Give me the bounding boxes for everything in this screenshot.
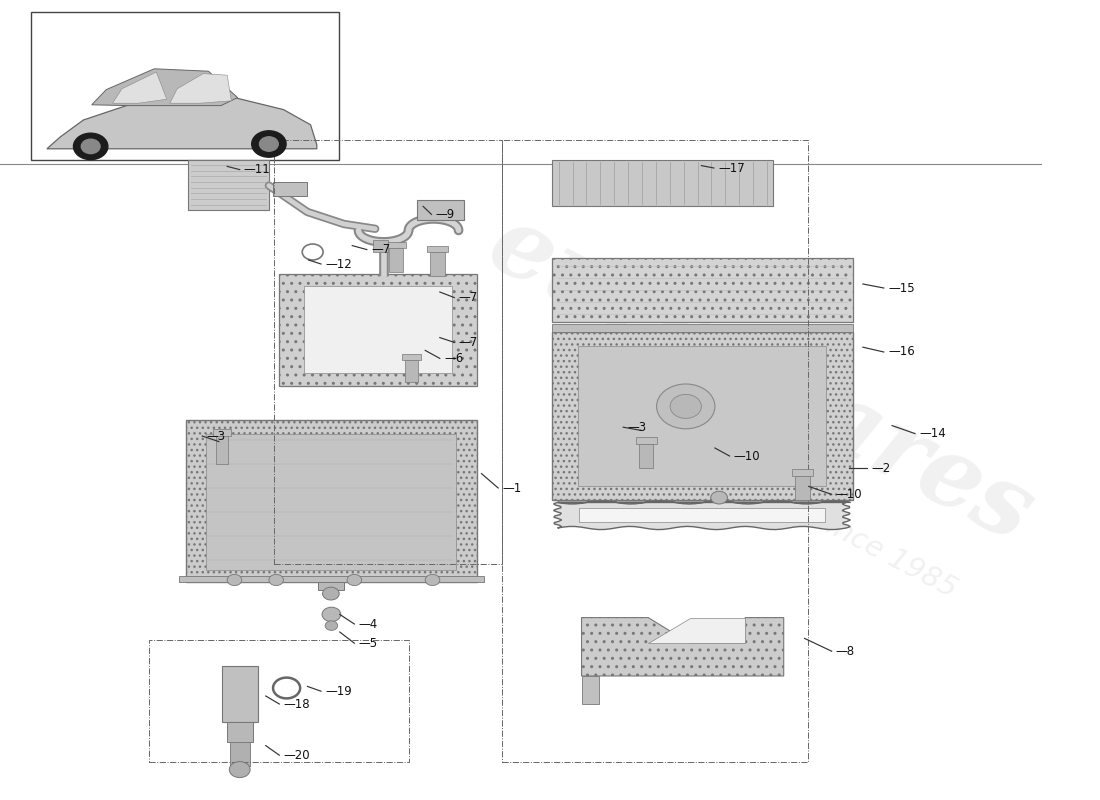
Text: —14: —14 bbox=[920, 427, 946, 440]
Polygon shape bbox=[179, 576, 484, 582]
Polygon shape bbox=[582, 676, 600, 704]
Polygon shape bbox=[639, 444, 653, 468]
Circle shape bbox=[74, 134, 108, 160]
Polygon shape bbox=[91, 69, 238, 106]
Circle shape bbox=[326, 621, 338, 630]
Text: —20: —20 bbox=[284, 749, 310, 762]
Polygon shape bbox=[216, 436, 228, 464]
Text: —16: —16 bbox=[888, 346, 915, 358]
Polygon shape bbox=[580, 508, 825, 522]
Text: —3: —3 bbox=[207, 430, 226, 442]
Polygon shape bbox=[430, 252, 446, 276]
Text: eurospares: eurospares bbox=[473, 197, 1048, 563]
Text: —5: —5 bbox=[359, 637, 377, 650]
Polygon shape bbox=[552, 324, 852, 332]
Bar bbox=[148, 640, 408, 762]
Polygon shape bbox=[188, 160, 268, 210]
Text: —18: —18 bbox=[284, 698, 310, 710]
Polygon shape bbox=[169, 74, 231, 103]
Text: —10: —10 bbox=[734, 450, 760, 462]
Circle shape bbox=[670, 394, 702, 418]
Text: —1: —1 bbox=[503, 482, 521, 494]
Polygon shape bbox=[636, 437, 657, 444]
Polygon shape bbox=[792, 469, 813, 476]
Text: —12: —12 bbox=[326, 258, 352, 270]
Polygon shape bbox=[582, 618, 783, 676]
Polygon shape bbox=[552, 332, 852, 500]
Circle shape bbox=[260, 137, 278, 151]
Bar bbox=[503, 140, 807, 762]
Bar bbox=[274, 140, 503, 564]
Text: —3: —3 bbox=[627, 421, 647, 434]
Text: —2: —2 bbox=[871, 462, 891, 474]
Polygon shape bbox=[207, 434, 456, 570]
Polygon shape bbox=[417, 200, 464, 220]
Bar bbox=[31, 12, 339, 160]
Circle shape bbox=[346, 574, 362, 586]
Circle shape bbox=[322, 587, 339, 600]
Text: a passion for parts since 1985: a passion for parts since 1985 bbox=[560, 372, 961, 604]
Text: —4: —4 bbox=[359, 618, 377, 630]
Polygon shape bbox=[112, 72, 167, 103]
Text: —6: —6 bbox=[444, 352, 463, 365]
Polygon shape bbox=[552, 258, 852, 322]
Polygon shape bbox=[228, 722, 253, 742]
Polygon shape bbox=[648, 618, 745, 643]
Polygon shape bbox=[579, 346, 826, 486]
Circle shape bbox=[229, 762, 250, 778]
Polygon shape bbox=[318, 582, 344, 590]
Polygon shape bbox=[222, 666, 258, 722]
Polygon shape bbox=[373, 240, 387, 252]
Polygon shape bbox=[279, 274, 477, 386]
Text: —11: —11 bbox=[244, 163, 271, 176]
Polygon shape bbox=[553, 501, 850, 530]
Text: —9: —9 bbox=[436, 208, 455, 221]
Polygon shape bbox=[427, 246, 448, 252]
Polygon shape bbox=[552, 160, 773, 206]
Text: —17: —17 bbox=[718, 162, 745, 174]
Polygon shape bbox=[47, 98, 317, 149]
Polygon shape bbox=[388, 248, 404, 272]
Polygon shape bbox=[406, 360, 418, 382]
Text: —7: —7 bbox=[459, 291, 477, 304]
Text: —7: —7 bbox=[371, 243, 390, 256]
Polygon shape bbox=[273, 182, 307, 196]
Circle shape bbox=[657, 384, 715, 429]
Polygon shape bbox=[212, 429, 231, 436]
Polygon shape bbox=[795, 476, 810, 500]
Circle shape bbox=[252, 130, 286, 157]
Circle shape bbox=[322, 607, 341, 622]
Polygon shape bbox=[305, 286, 452, 373]
Text: —10: —10 bbox=[836, 488, 862, 501]
Text: —19: —19 bbox=[326, 685, 352, 698]
Circle shape bbox=[711, 491, 727, 504]
Text: —8: —8 bbox=[836, 645, 855, 658]
Text: —7: —7 bbox=[459, 336, 477, 349]
Circle shape bbox=[228, 574, 242, 586]
Polygon shape bbox=[186, 420, 477, 582]
Polygon shape bbox=[386, 242, 406, 248]
Circle shape bbox=[81, 139, 100, 154]
Circle shape bbox=[426, 574, 440, 586]
Polygon shape bbox=[230, 742, 250, 766]
Text: —15: —15 bbox=[888, 282, 914, 294]
Polygon shape bbox=[403, 354, 421, 360]
Circle shape bbox=[268, 574, 284, 586]
